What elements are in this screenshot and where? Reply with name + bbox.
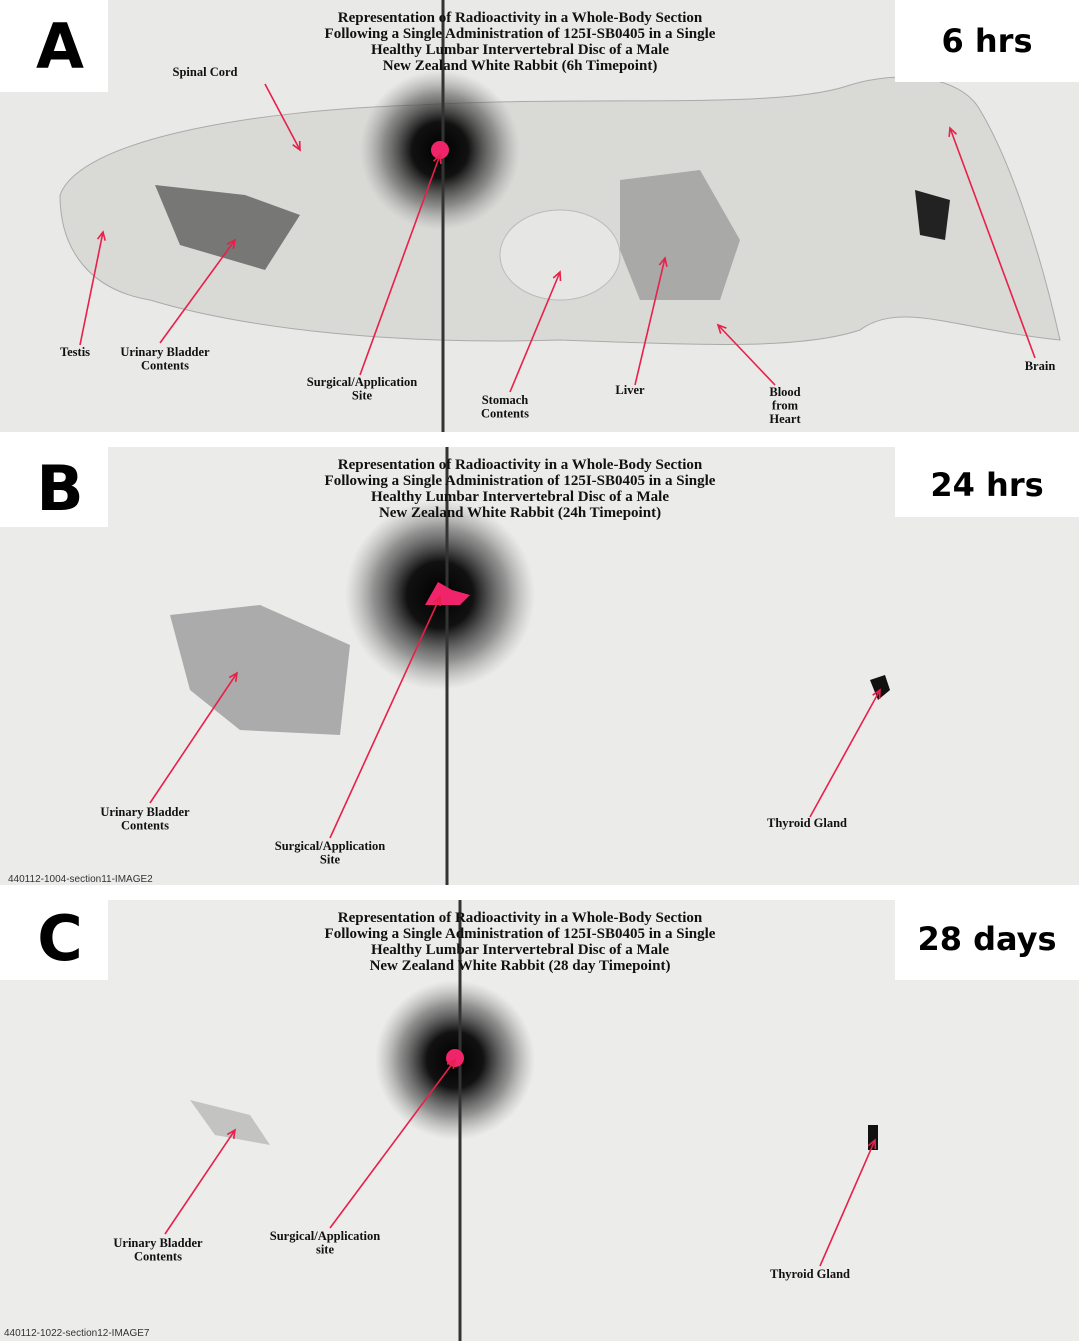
- panel-letter: C: [37, 902, 83, 975]
- panel-title: Following a Single Administration of 125…: [325, 26, 716, 42]
- image-id: 440112-1004-section11-IMAGE2: [8, 874, 153, 885]
- structure-label: from: [772, 399, 799, 413]
- structure-label: Thyroid Gland: [767, 816, 847, 830]
- structure-label: Spinal Cord: [173, 65, 238, 79]
- panel-title: New Zealand White Rabbit (6h Timepoint): [383, 58, 658, 74]
- timepoint: 6 hrs: [941, 22, 1032, 60]
- timepoint: 28 days: [917, 920, 1056, 958]
- application-site: [446, 1049, 464, 1067]
- stomach: [500, 210, 620, 300]
- panel-letter: A: [36, 10, 84, 83]
- panel-title: Healthy Lumbar Intervertebral Disc of a …: [371, 489, 669, 505]
- structure-label: Contents: [141, 359, 189, 373]
- structure-label: Blood: [769, 385, 800, 399]
- panel-title: Representation of Radioactivity in a Who…: [338, 457, 703, 473]
- structure-label: site: [316, 1243, 335, 1257]
- panel-title: Following a Single Administration of 125…: [325, 473, 716, 489]
- structure-label: Urinary Bladder: [113, 1236, 203, 1250]
- structure-label: Contents: [121, 819, 169, 833]
- panel-title: Following a Single Administration of 125…: [325, 926, 716, 942]
- structure-label: Site: [352, 389, 373, 403]
- structure-label: Heart: [769, 412, 801, 426]
- structure-label: Testis: [60, 345, 90, 359]
- panel-title: New Zealand White Rabbit (28 day Timepoi…: [370, 958, 671, 974]
- structure-label: Stomach: [482, 393, 529, 407]
- structure-label: Surgical/Application: [307, 375, 417, 389]
- structure-label: Urinary Bladder: [120, 345, 210, 359]
- panel-title: Healthy Lumbar Intervertebral Disc of a …: [371, 942, 669, 958]
- structure-label: Brain: [1025, 359, 1056, 373]
- structure-label: Surgical/Application: [275, 839, 385, 853]
- timepoint: 24 hrs: [930, 466, 1043, 504]
- structure-label: Contents: [481, 407, 529, 421]
- structure-label: Surgical/Application: [270, 1229, 380, 1243]
- structure-label: Site: [320, 853, 341, 867]
- structure-label: Liver: [615, 383, 645, 397]
- panel-title: Representation of Radioactivity in a Who…: [338, 910, 703, 926]
- panel-title: Healthy Lumbar Intervertebral Disc of a …: [371, 42, 669, 58]
- structure-label: Urinary Bladder: [100, 805, 190, 819]
- image-id: 440112-1022-section12-IMAGE7: [4, 1328, 150, 1339]
- structure-label: Thyroid Gland: [770, 1267, 850, 1281]
- structure-label: Contents: [134, 1250, 182, 1264]
- panel-title: New Zealand White Rabbit (24h Timepoint): [379, 505, 661, 521]
- panel-title: Representation of Radioactivity in a Who…: [338, 10, 703, 26]
- panel-letter: B: [36, 452, 83, 525]
- figure: A 6 hrs Representation of Radioactivity in…: [0, 0, 1079, 1341]
